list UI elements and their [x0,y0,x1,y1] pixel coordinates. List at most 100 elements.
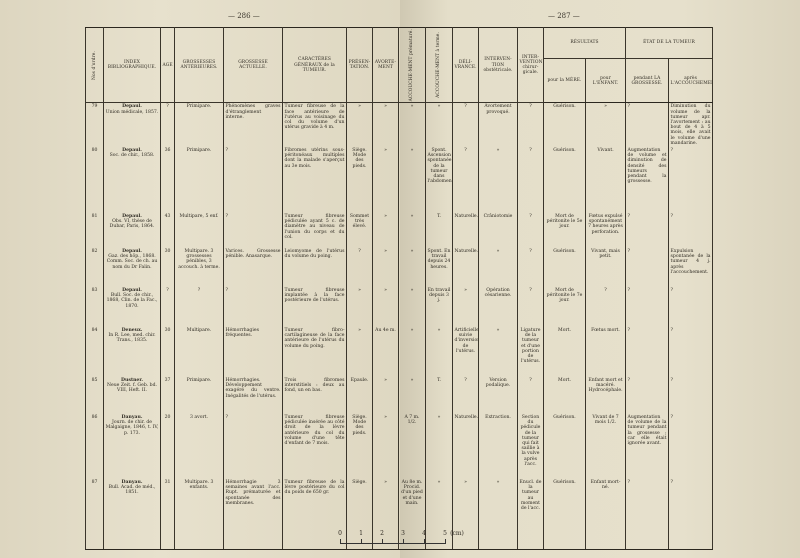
table-cell: » [346,287,373,328]
table-cell: Expulsion spontanée de la tumeur 4 j. ap… [668,248,714,288]
table-cell: 37 [160,377,175,415]
table-cell: » [478,479,518,550]
table-cell: ? [625,479,670,550]
table-cell: ? [668,213,714,249]
table-cell: Naturelle. [452,248,479,288]
table-cell: ? [625,327,670,378]
scale-line [340,543,445,544]
scale-bar: 0 1 2 3 4 5 (cm) [335,530,465,550]
table-cell: Avortement provoqué. [478,102,518,148]
table-cell: ? [625,102,670,148]
table-cell: » [425,102,453,148]
case-number: 80 [85,147,104,214]
table-cell: T. [425,213,453,249]
table-cell: » [372,248,399,288]
table-cell: Fœtus mort. [584,327,627,378]
table-cell: Multipare, 5 enf. [174,213,224,249]
table-cell: ? [517,377,544,415]
table-cell: Hémorrhagie 3 semaines avant l'acc. Rupt… [223,479,283,550]
table-cell: Primipare. [174,377,224,415]
table-cell: Enucl. de la tumeur au moment de l'acc. [517,479,544,550]
author: Deneux. [121,328,143,334]
table-cell: ? [452,147,479,214]
table-cell: » [398,248,426,288]
table-cell: Multipare. 3 enfants. [174,479,224,550]
table-cell: Fibromes utérins sous-péritonéaux multip… [282,147,347,214]
table-cell: ? [625,248,670,288]
table-cell: ? [452,102,479,148]
table-cell: Tumeur fibreuse de la face antérieure de… [282,102,347,148]
table-cell: Enfant mort-né. [584,479,627,550]
table-cell: Mort de péritonite le 5e jour. [543,213,586,249]
header-number: Nos d'ordre. [85,26,104,104]
scale-unit: (cm) [450,530,464,537]
scale-tick-label: 0 [338,530,342,537]
table-cell: » [372,287,399,328]
reference: Obs. VI, thèse de Dubar, Paris, 1864. [109,219,155,230]
table-cell: 30 [160,248,175,288]
reference: Bull. Acad. de méd., 1851. [108,485,156,496]
table-cell: Enfant mort et macéré. Hydrocéphale. [584,377,627,415]
bibliographic-index: Danyau. Bull. Acad. de méd., 1851. [103,479,161,550]
table-cell: Leiomyome de l'utérus du volume du poing… [282,248,347,288]
table-cell: » [372,102,399,148]
table-cell: Siège. Mode des pieds. [346,147,373,214]
table-cell: Tumeur fibreuse implantée à la face post… [282,287,347,328]
table-cell: » [398,327,426,378]
table-cell: Mort de péritonite le 7e jour. [543,287,586,328]
table-cell: Primipare. [174,102,224,148]
table-cell: Phénomènes graves d'étranglement interne… [223,102,283,148]
header-surgical-intervention: INTER-VENTION chirur-gicale. [517,26,544,104]
table-cell: » [346,327,373,378]
table-cell: Augmentation de volume de la tumeur pend… [625,414,670,480]
table-cell: Diminution du volume de la tumeur apr. l… [668,102,714,148]
table-body: 79 Depaul. Union médicale, 1857.? Primipare… [85,102,714,550]
table-cell: ? [517,248,544,288]
scale-tick [361,539,362,544]
header-tumor-during: pendant LA GROSSESSE. [625,58,670,104]
author: Depaul. [122,214,142,220]
table-cell: » [372,213,399,249]
table-cell: Au 4e m. [372,327,399,378]
table-cell: ? [223,414,283,480]
table-cell: Trois fibromes interstitiels : deux au f… [282,377,347,415]
table-cell: ? [668,414,714,480]
page-number-left: — 286 — [228,12,260,20]
table-cell: Mort. [543,327,586,378]
table-cell: Multipare. [174,327,224,378]
table-cell: » [425,414,453,480]
table-cell: Version podalique. [478,377,518,415]
table-cell: En travail depuis 3 j. [425,287,453,328]
scale-tick [403,539,404,544]
reference: Soc. de chir., 1858. [109,153,155,159]
case-table: Nos d'ordre. INDEX BIBLIOGRAPHIQUE. AGE … [85,26,714,550]
table-cell: ? [668,327,714,378]
table-cell: ? [517,287,544,328]
table-cell: 31 [160,479,175,550]
reference: Neue Zeit. f. Geb. bd. VIII, Heft. II. [106,383,158,394]
table-cell: Naturelle. [452,213,479,249]
table-cell: ? [160,287,175,328]
table-cell: ? [668,377,714,415]
table-cell: Epaule. [346,377,373,415]
table-row: 86 Danyau. Journ. de chir. de Malgaigne, 1… [85,414,714,480]
bibliographic-index: Depaul. Union médicale, 1857. [103,102,161,148]
table-cell: Fœtus expulsé spontanément 7 heures aprè… [584,213,627,249]
table-cell: » [398,213,426,249]
table-cell: Sommet très élevé. [346,213,373,249]
table-cell: Crâniotomie [478,213,518,249]
table-cell: Guérison. [543,147,586,214]
header-tumor: CARACTÈRES GÉNÉRAUX de la TUMEUR. [282,26,347,104]
table-cell: Vivant de 7 mois 1/2. [584,414,627,480]
case-number: 83 [85,287,104,328]
table-cell: Vivant. [584,147,627,214]
table-cell: Hémorrhagies fréquentes. [223,327,283,378]
table-cell: Tumeur fibreuse pédiculée ayant 5 c. de … [282,213,347,249]
table-cell: Multipare. 3 grossesses pénibles, 3 acco… [174,248,224,288]
header-tumor-after: après L'ACCOUCHEMENT. [668,58,714,104]
table-cell: ? [160,102,175,148]
scale-tick-label: 2 [380,530,384,537]
table-cell: A 7 m. 1/2. [398,414,426,480]
table-cell: » [372,377,399,415]
table-cell: » [398,102,426,148]
